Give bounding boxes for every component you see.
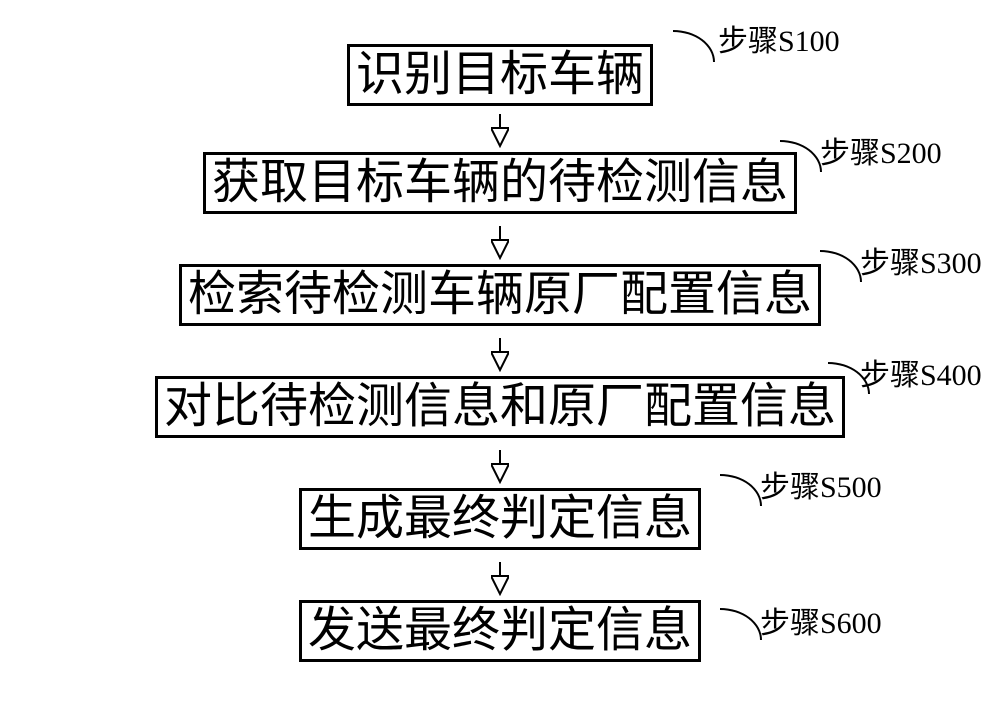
step-label: 步骤S600 — [760, 598, 882, 642]
flow-node-text: 识别目标车辆 — [356, 51, 644, 99]
flow-node-text: 发送最终判定信息 — [308, 607, 692, 655]
step-label: 步骤S200 — [820, 128, 942, 172]
flowchart-canvas: 识别目标车辆 步骤S100 获取目标车辆的待检测信息 步骤S200 检索待检测车… — [0, 0, 1000, 719]
step-label: 步骤S100 — [718, 16, 840, 60]
flow-node-text: 生成最终判定信息 — [308, 495, 692, 543]
leader-curve — [820, 250, 862, 282]
flow-node-box: 获取目标车辆的待检测信息 — [203, 152, 797, 214]
down-arrow-icon — [491, 224, 509, 260]
leader-curve — [780, 140, 822, 172]
leader-curve — [673, 30, 715, 62]
down-arrow-icon — [491, 448, 509, 484]
down-arrow-icon — [491, 112, 509, 148]
flow-node-text: 获取目标车辆的待检测信息 — [212, 159, 788, 207]
flow-node-box: 生成最终判定信息 — [299, 488, 701, 550]
flow-node: 识别目标车辆 — [0, 44, 1000, 106]
down-arrow-icon — [491, 560, 509, 596]
leader-curve — [720, 474, 762, 506]
flow-node-box: 检索待检测车辆原厂配置信息 — [179, 264, 821, 326]
down-arrow-icon — [491, 336, 509, 372]
step-label: 步骤S300 — [860, 238, 982, 282]
flow-node-box: 识别目标车辆 — [347, 44, 653, 106]
flow-node-text: 对比待检测信息和原厂配置信息 — [164, 383, 836, 431]
flow-node-box: 对比待检测信息和原厂配置信息 — [155, 376, 845, 438]
flow-node-text: 检索待检测车辆原厂配置信息 — [188, 271, 812, 319]
step-label: 步骤S500 — [760, 462, 882, 506]
flow-node-box: 发送最终判定信息 — [299, 600, 701, 662]
step-label: 步骤S400 — [860, 350, 982, 394]
